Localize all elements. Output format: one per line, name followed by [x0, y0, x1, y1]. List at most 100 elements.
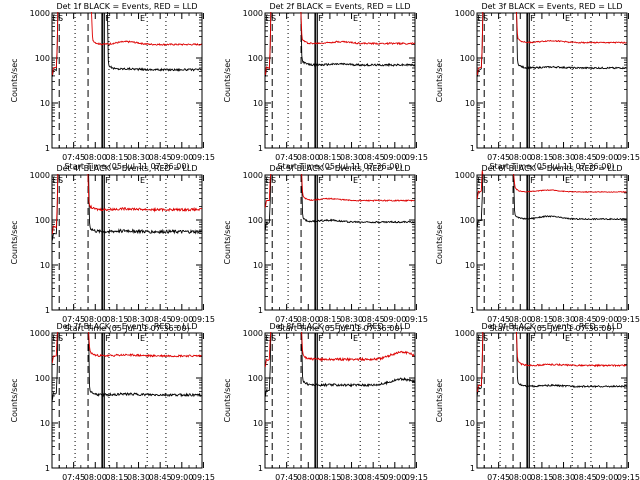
x-tick-label: 09:15 [617, 315, 640, 324]
lld-series-line [264, 173, 415, 208]
chart-title: Det 9f BLACK = Events, RED = LLD [481, 322, 622, 331]
x-tick-label: 08:00 [84, 153, 107, 162]
marker-label-e2: E [140, 14, 145, 23]
plot-frame [476, 12, 628, 149]
x-tick-label: 08:30 [127, 473, 150, 480]
events-series-line [264, 331, 415, 397]
chart-title: Det 2f BLACK = Events, RED = LLD [269, 2, 410, 11]
marker-label-e: E [52, 14, 57, 23]
chart-panel-2: Det 2f BLACK = Events, RED = LLD 1 10 100 10… [223, 2, 428, 171]
x-tick-label: 08:15 [105, 153, 128, 162]
y-tick-label: 1 [470, 306, 475, 315]
y-tick-label: 100 [248, 216, 263, 225]
x-tick-label: 08:45 [574, 315, 597, 324]
plot-frame [476, 332, 628, 469]
x-tick-label: 09:00 [170, 473, 193, 480]
y-tick-label: 1 [470, 144, 475, 153]
y-tick-label: 1 [470, 464, 475, 473]
chart-title: Det 6f BLACK = Events, RED = LLD [481, 164, 622, 173]
marker-label-e2: E [353, 334, 358, 343]
marker-label-e2: E [353, 176, 358, 185]
y-axis-label: Counts/sec [223, 220, 232, 264]
y-tick-label: 10 [465, 419, 475, 428]
x-tick-label: 08:30 [127, 315, 150, 324]
x-tick-label: 07:45 [62, 153, 85, 162]
x-axis-label: Start Time (05-Jul-11 07:36:00) [489, 324, 614, 333]
x-tick-label: 08:30 [127, 153, 150, 162]
chart-panel-5: Det 5f BLACK = Events, RED = LLD 1 10 100 10… [223, 164, 428, 333]
y-tick-label: 1000 [243, 329, 263, 338]
lld-series-line [51, 11, 202, 76]
x-tick-label: 08:45 [149, 315, 172, 324]
plot-frame [264, 12, 416, 149]
chart-panel-4: Det 4f BLACK = Events, RED = LLD 1 10 100 10… [10, 164, 215, 333]
events-series-line [476, 173, 627, 228]
y-tick-label: 1 [45, 144, 50, 153]
x-axis-label: Start Time (05-Jul-11 07:36:00) [277, 324, 402, 333]
x-tick-label: 08:15 [105, 473, 128, 480]
x-tick-label: 08:15 [318, 153, 341, 162]
y-tick-label: 1000 [30, 329, 50, 338]
plot-frame [51, 332, 203, 469]
y-tick-label: 100 [35, 374, 50, 383]
marker-label-e: E [477, 334, 482, 343]
y-axis-label: Counts/sec [10, 220, 19, 264]
y-tick-label: 10 [40, 261, 50, 270]
y-tick-label: 10 [253, 99, 263, 108]
x-tick-label: 09:00 [383, 473, 406, 480]
plot-frame [264, 332, 416, 469]
plot-frame [51, 174, 203, 311]
x-tick-label: 08:00 [509, 473, 532, 480]
y-axis-label: Counts/sec [223, 378, 232, 422]
lld-series-line [476, 11, 627, 76]
x-tick-label: 08:45 [362, 473, 385, 480]
y-tick-label: 1 [45, 306, 50, 315]
marker-label-e2: E [140, 176, 145, 185]
x-tick-label: 08:15 [318, 473, 341, 480]
x-tick-label: 08:45 [574, 473, 597, 480]
x-axis-label: Start Time (05-Jul-11 07:36:00) [64, 162, 189, 171]
lld-series-line [476, 170, 627, 199]
marker-label-s: S [58, 176, 63, 185]
marker-label-e2: E [565, 334, 570, 343]
x-tick-label: 07:45 [275, 153, 298, 162]
y-tick-label: 10 [253, 261, 263, 270]
x-tick-label: 08:45 [149, 153, 172, 162]
y-tick-label: 100 [460, 374, 475, 383]
x-tick-label: 08:00 [509, 315, 532, 324]
marker-label-s: S [483, 176, 488, 185]
lld-series-line [264, 11, 416, 76]
lld-series-line [476, 331, 627, 392]
y-tick-label: 1000 [455, 329, 475, 338]
y-tick-label: 1 [258, 464, 263, 473]
x-tick-label: 08:30 [552, 153, 575, 162]
x-tick-label: 08:00 [297, 315, 320, 324]
x-axis-label: Start Time (05-Jul-11 07:36:00) [64, 324, 189, 333]
y-axis-label: Counts/sec [435, 220, 444, 264]
x-tick-label: 07:45 [62, 473, 85, 480]
x-tick-label: 09:00 [595, 153, 618, 162]
marker-label-s: S [271, 334, 276, 343]
x-tick-label: 08:00 [297, 153, 320, 162]
marker-label-f: F [530, 334, 535, 343]
y-tick-label: 10 [40, 99, 50, 108]
marker-label-e: E [52, 176, 57, 185]
lld-series-line [51, 173, 203, 234]
x-tick-label: 08:00 [297, 473, 320, 480]
y-tick-label: 10 [465, 99, 475, 108]
y-tick-label: 1 [45, 464, 50, 473]
chart-panel-7: Det 7f BLACK = Events, RED = LLD 1 10 100 10… [10, 322, 215, 480]
x-tick-label: 08:45 [362, 153, 385, 162]
plot-frame [264, 174, 416, 311]
y-tick-label: 10 [253, 419, 263, 428]
x-tick-label: 08:45 [362, 315, 385, 324]
plot-frame [476, 174, 628, 311]
x-tick-label: 09:15 [192, 473, 215, 480]
chart-panel-8: Det 8f BLACK = Events, RED = LLD 1 10 100 10… [223, 322, 428, 480]
x-tick-label: 09:15 [192, 315, 215, 324]
marker-label-e: E [265, 334, 270, 343]
x-axis-label: Start Time (05-Jul-11 07:36:00) [277, 162, 402, 171]
y-tick-label: 10 [40, 419, 50, 428]
x-tick-label: 08:15 [530, 153, 553, 162]
marker-label-e2: E [565, 176, 570, 185]
